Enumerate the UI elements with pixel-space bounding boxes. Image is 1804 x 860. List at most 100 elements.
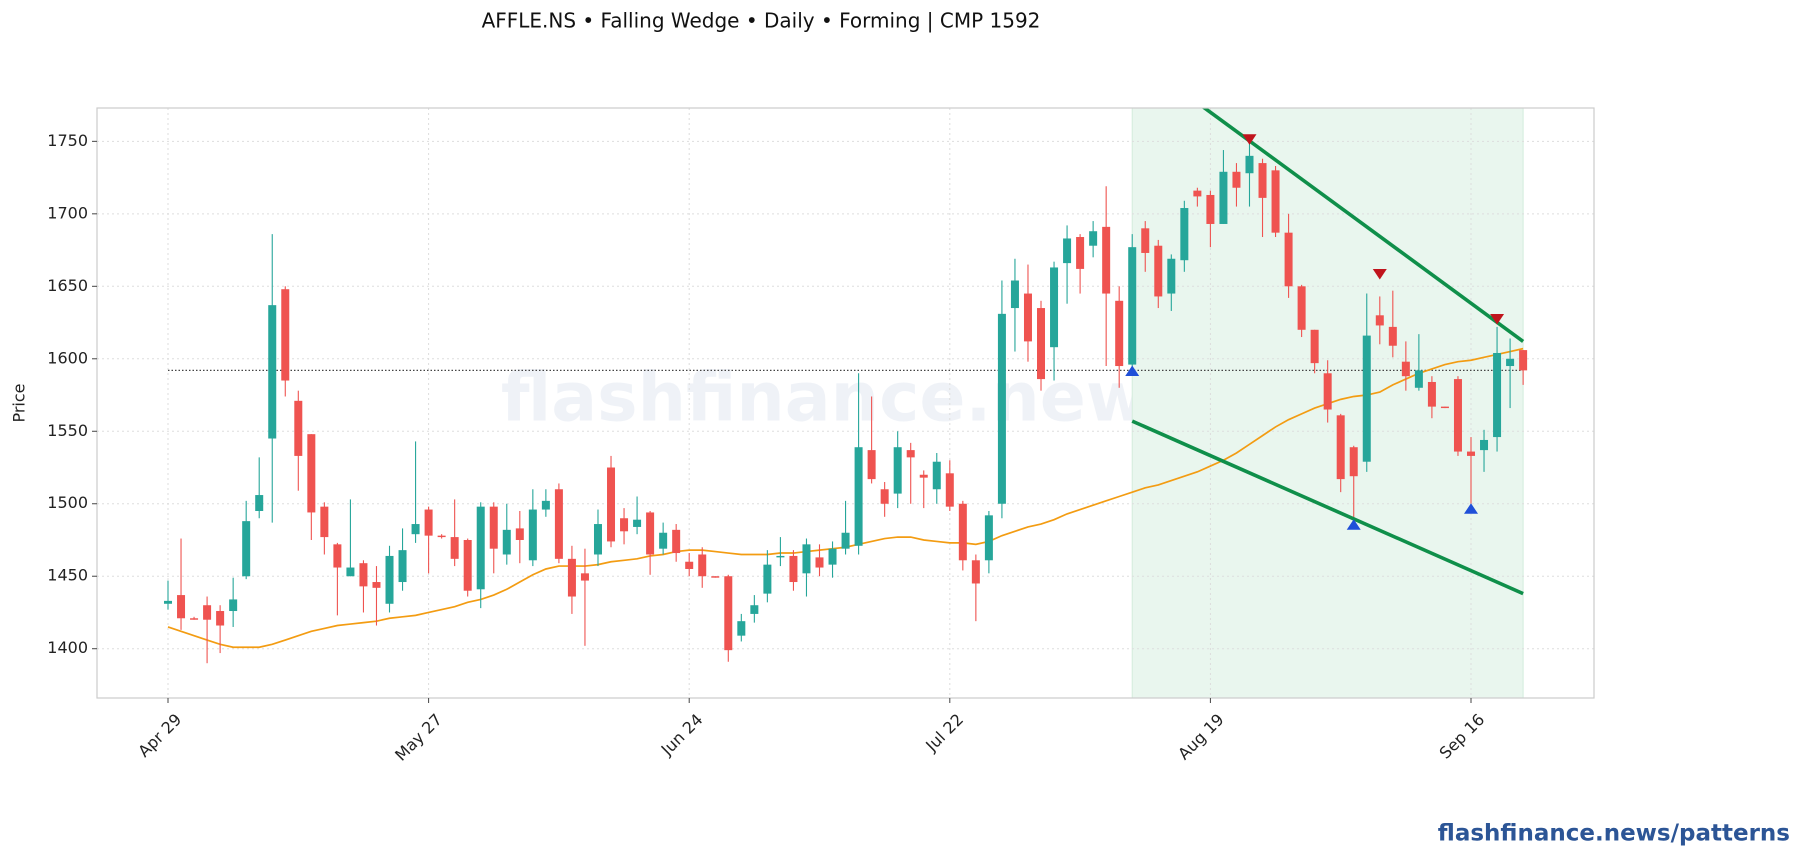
candle-body	[1388, 326, 1397, 346]
candle-body	[333, 544, 342, 568]
candle-body	[229, 599, 238, 612]
candle-body	[802, 544, 811, 574]
candle-body	[1427, 381, 1436, 407]
candle-body	[1206, 194, 1215, 224]
candle-body	[307, 434, 316, 513]
trough-marker	[1346, 519, 1361, 530]
candle-body	[411, 524, 420, 535]
candle-body	[893, 447, 902, 494]
candle-body	[1284, 232, 1293, 287]
candle-body	[711, 576, 720, 578]
candle-body	[1440, 406, 1449, 409]
candle-body	[958, 503, 967, 561]
candle-body	[320, 506, 329, 538]
candle-body	[1401, 361, 1410, 377]
candle-body	[880, 489, 889, 504]
candle-body	[789, 555, 798, 583]
candle-body	[489, 506, 498, 549]
candle-body	[554, 489, 563, 559]
candle-body	[724, 576, 733, 651]
plot-area: flashfinance.news	[97, 108, 1594, 698]
candle-body	[385, 555, 394, 604]
chart-title: AFFLE.NS • Falling Wedge • Daily • Formi…	[482, 9, 1041, 33]
candle-body	[776, 555, 785, 558]
candle-body	[177, 595, 186, 619]
candle-body	[906, 450, 915, 458]
candle-body	[242, 521, 251, 577]
candle-body	[1141, 228, 1150, 253]
candle-body	[1297, 286, 1306, 330]
x-tick-label: May 27	[391, 710, 446, 765]
candle-body	[984, 515, 993, 561]
candle-body	[971, 560, 980, 584]
candle-body	[1115, 300, 1124, 367]
candle-body	[841, 532, 850, 549]
candle-body	[203, 605, 212, 620]
candle-body	[593, 524, 602, 555]
candle-body	[646, 512, 655, 555]
candle-body	[1167, 258, 1176, 294]
candle-body	[1323, 373, 1332, 410]
x-tick-label: Sep 16	[1436, 710, 1489, 763]
candle-body	[698, 554, 707, 577]
candle-body	[815, 557, 824, 568]
candle-body	[1037, 308, 1046, 380]
candle-body	[255, 495, 264, 511]
peak-marker	[1242, 134, 1257, 145]
footer: flashfinance.news/patterns	[1438, 821, 1790, 847]
peak-marker	[1372, 269, 1387, 280]
candle-body	[763, 564, 772, 594]
candle-body	[1349, 447, 1358, 477]
candle-body	[750, 605, 759, 614]
candle-body	[620, 518, 629, 532]
candle-body	[541, 500, 550, 510]
candle-body	[932, 461, 941, 490]
y-tick-label: 1500	[47, 493, 88, 512]
candle-body	[1258, 163, 1267, 198]
candle-body	[1271, 170, 1280, 233]
candle-body	[1076, 237, 1085, 269]
candle-body	[268, 305, 277, 439]
candle-body	[164, 600, 172, 604]
candle-body	[190, 618, 199, 620]
candle-body	[450, 537, 459, 559]
candle-body	[1375, 315, 1384, 326]
trendline	[1201, 108, 1525, 343]
plot-frame	[96, 107, 1595, 699]
x-tick-label: Aug 19	[1174, 710, 1228, 764]
candle-body	[502, 529, 511, 555]
candle-body	[281, 289, 290, 381]
candle-body	[1050, 267, 1059, 348]
candle-body	[919, 474, 928, 478]
candle-body	[1453, 379, 1462, 452]
y-tick-label: 1700	[47, 203, 88, 222]
candle-body	[1493, 352, 1502, 438]
candle-body	[737, 621, 746, 636]
candle-body	[1193, 190, 1202, 197]
candle-body	[1180, 208, 1189, 261]
candle-body	[672, 529, 681, 554]
candle-body	[854, 447, 863, 546]
candle-body	[359, 563, 368, 587]
trendline	[1131, 419, 1524, 596]
candle-body	[346, 567, 355, 577]
candle-body	[607, 467, 616, 542]
candle-body	[1336, 415, 1345, 480]
candle-body	[528, 509, 537, 561]
candle-body	[997, 313, 1006, 504]
y-tick-label: 1750	[47, 131, 88, 150]
candle-body	[1023, 293, 1032, 342]
x-tick-label: Apr 29	[134, 710, 185, 761]
candle-body	[476, 506, 485, 590]
trough-marker	[1125, 365, 1140, 377]
trough-marker	[1464, 503, 1478, 514]
candle-body	[1128, 247, 1137, 365]
candle-body	[828, 548, 837, 565]
candle-body	[1010, 280, 1019, 309]
candle-body	[580, 573, 589, 581]
candle-body	[1102, 226, 1111, 294]
y-tick-label: 1600	[47, 348, 88, 367]
x-tick-label: Jul 22	[921, 710, 967, 756]
candle-body	[437, 535, 446, 538]
